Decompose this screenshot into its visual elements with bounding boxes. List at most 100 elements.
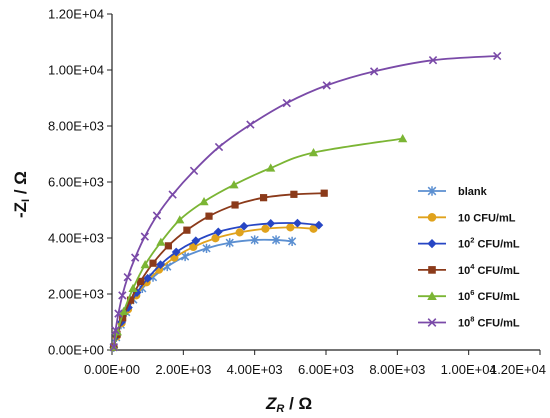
data-point bbox=[322, 81, 331, 90]
legend-item: blank bbox=[418, 186, 488, 198]
data-point bbox=[211, 234, 220, 243]
series-4 bbox=[109, 134, 408, 351]
data-point bbox=[143, 273, 153, 283]
data-point bbox=[428, 56, 438, 65]
y-axis-title-sub: I bbox=[20, 199, 32, 202]
series-line bbox=[112, 192, 325, 348]
data-point bbox=[308, 148, 319, 157]
data-point bbox=[128, 283, 138, 292]
data-point bbox=[235, 228, 244, 237]
data-point bbox=[320, 189, 328, 197]
y-tick-label: 8.00E+03 bbox=[48, 119, 104, 134]
data-point bbox=[140, 260, 150, 269]
x-tick-label: 8.00E+03 bbox=[369, 362, 425, 377]
data-point bbox=[261, 224, 270, 233]
data-point bbox=[282, 98, 291, 108]
data-point bbox=[229, 180, 239, 189]
y-tick-label: 1.00E+04 bbox=[48, 63, 104, 78]
data-series bbox=[109, 51, 502, 352]
data-point bbox=[246, 120, 255, 129]
data-point bbox=[266, 219, 276, 228]
axis-titles: -ZI / Ω ZR / Ω bbox=[11, 171, 312, 415]
data-point bbox=[180, 251, 190, 262]
series-line bbox=[112, 238, 293, 348]
y-tick-label: 0.00E+00 bbox=[48, 343, 104, 358]
legend-label: 10 CFU/mL bbox=[458, 212, 516, 224]
y-axis-title-unit: / Ω bbox=[11, 171, 30, 199]
data-point bbox=[114, 309, 123, 318]
data-point bbox=[493, 51, 502, 61]
x-tick-label: 2.00E+03 bbox=[155, 362, 211, 377]
y-tick-label: 2.00E+03 bbox=[48, 287, 104, 302]
data-point bbox=[271, 235, 281, 245]
data-point bbox=[131, 253, 140, 262]
data-point bbox=[199, 197, 209, 206]
data-point bbox=[168, 190, 177, 199]
x-axis-title-main: Z bbox=[265, 394, 277, 413]
data-point bbox=[124, 303, 133, 312]
data-point bbox=[293, 218, 302, 228]
data-point bbox=[259, 194, 268, 202]
legend-label: 102 CFU/mL bbox=[458, 236, 520, 251]
legend-label: blank bbox=[458, 186, 488, 198]
data-point bbox=[149, 259, 157, 267]
data-point bbox=[398, 134, 408, 143]
data-point bbox=[250, 235, 259, 245]
x-tick-label: 6.00E+03 bbox=[298, 362, 354, 377]
data-point bbox=[427, 318, 437, 327]
series-line bbox=[112, 55, 498, 348]
y-tick-label: 1.20E+04 bbox=[48, 7, 104, 22]
data-point bbox=[213, 227, 223, 237]
x-tick-label: 0.00E+00 bbox=[84, 362, 140, 377]
data-point bbox=[266, 163, 276, 172]
x-tick-label: 4.00E+03 bbox=[227, 362, 283, 377]
legend-item: 102 CFU/mL bbox=[418, 236, 520, 251]
legend-label: 106 CFU/mL bbox=[458, 288, 520, 303]
data-point bbox=[171, 247, 181, 257]
x-tick-label: 1.20E+04 bbox=[490, 362, 546, 377]
x-axis-title: ZR / Ω bbox=[265, 394, 312, 415]
data-point bbox=[231, 201, 239, 209]
data-point bbox=[123, 273, 132, 282]
data-point bbox=[119, 306, 129, 315]
data-point bbox=[189, 242, 198, 252]
data-point bbox=[156, 237, 166, 246]
data-point bbox=[202, 243, 211, 253]
data-point bbox=[225, 238, 234, 248]
data-point bbox=[427, 291, 437, 300]
data-point bbox=[152, 211, 162, 220]
x-tick-label: 1.00E+04 bbox=[441, 362, 497, 377]
data-point bbox=[239, 221, 249, 231]
series-5 bbox=[109, 51, 502, 352]
y-tick-label: 4.00E+03 bbox=[48, 231, 104, 246]
x-axis-title-sub: R bbox=[276, 403, 284, 415]
tick-labels: 0.00E+00 2.00E+03 4.00E+03 6.00E+03 8.00E+03… bbox=[48, 7, 546, 378]
legend-item: 104 CFU/mL bbox=[418, 262, 520, 277]
data-point bbox=[314, 220, 324, 230]
data-point bbox=[164, 242, 172, 250]
y-axis-title-main: -Z bbox=[11, 202, 30, 218]
data-point bbox=[111, 326, 120, 335]
legend-label: 104 CFU/mL bbox=[458, 262, 520, 277]
data-point bbox=[427, 239, 437, 249]
data-point bbox=[369, 67, 379, 76]
data-point bbox=[156, 260, 165, 269]
data-point bbox=[175, 215, 185, 224]
legend-item: 10 CFU/mL bbox=[418, 212, 516, 224]
data-point bbox=[214, 142, 224, 152]
x-axis-title-unit: / Ω bbox=[284, 394, 312, 413]
data-point bbox=[189, 166, 199, 175]
y-axis-title: -ZI / Ω bbox=[11, 171, 32, 218]
data-point bbox=[286, 223, 295, 232]
data-point bbox=[205, 212, 213, 220]
data-point bbox=[136, 277, 145, 285]
data-point bbox=[191, 236, 201, 246]
legend-item: 106 CFU/mL bbox=[418, 288, 520, 303]
data-point bbox=[287, 236, 297, 246]
data-point bbox=[183, 226, 191, 234]
data-point bbox=[119, 314, 127, 322]
tick-marks bbox=[107, 13, 541, 355]
data-point bbox=[140, 232, 149, 241]
data-point bbox=[118, 291, 127, 300]
